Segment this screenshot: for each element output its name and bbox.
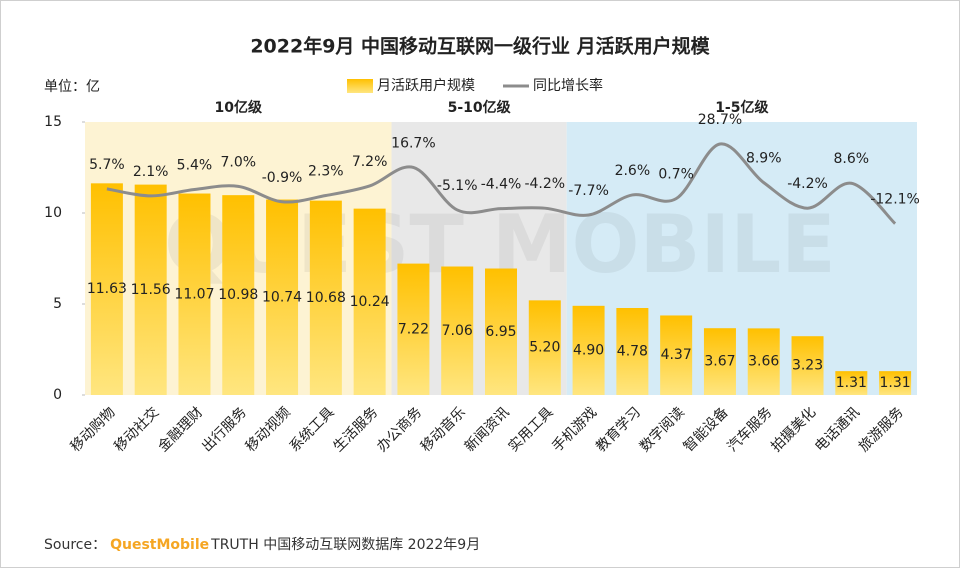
growth-line [106, 142, 897, 225]
y-tick-label: 10 [44, 205, 62, 221]
bar-value-label: 10.24 [350, 294, 390, 310]
bar [485, 268, 517, 395]
bar [791, 336, 824, 395]
bar [879, 371, 912, 395]
line-value-label: 5.4% [177, 157, 213, 173]
bar-value-label: 3.67 [704, 354, 735, 370]
bar [397, 263, 430, 395]
bar [660, 315, 693, 395]
bar-value-label: 3.66 [748, 354, 779, 370]
bar-value-label: 4.37 [661, 347, 692, 363]
bar-value-label: 10.74 [262, 289, 302, 305]
band-label: 5-10亿级 [448, 99, 512, 116]
y-tick-label: 5 [53, 296, 62, 312]
line-value-label: 8.6% [834, 151, 870, 167]
bar-value-label: 4.90 [573, 342, 604, 358]
bar-value-label: 7.06 [442, 323, 473, 339]
line-value-label: 2.6% [615, 163, 651, 179]
bar-value-label: 11.63 [87, 281, 127, 297]
line-value-label: 0.7% [658, 167, 694, 183]
line-value-label: -5.1% [437, 178, 478, 194]
bar-value-label: 10.98 [218, 287, 258, 303]
bar-value-label: 3.23 [792, 358, 823, 374]
bar [572, 305, 605, 395]
band-label: 10亿级 [215, 99, 263, 116]
y-tick-label: 0 [53, 387, 62, 403]
bar [90, 183, 123, 395]
line-value-label: 28.7% [698, 112, 742, 128]
bar-value-label: 7.22 [398, 321, 429, 337]
line-value-label: -0.9% [262, 170, 303, 186]
chart-title: 2022年9月 中国移动互联网一级行业 月活跃用户规模 [250, 35, 710, 58]
bar [616, 308, 649, 395]
source-prefix: Source： [44, 537, 106, 553]
line-value-label: -4.2% [787, 176, 828, 192]
bar [747, 328, 780, 395]
bar-value-label: 1.31 [836, 375, 867, 391]
source-brand: QuestMobile [110, 537, 209, 553]
line-value-label: 16.7% [391, 135, 435, 151]
line-value-label: -12.1% [870, 192, 920, 208]
bar [528, 300, 561, 395]
line-value-label: 5.7% [89, 157, 125, 173]
bar [703, 328, 736, 395]
legend-label: 月活跃用户规模 [377, 77, 475, 94]
unit-label: 单位：亿 [44, 79, 100, 95]
bar [134, 184, 167, 395]
y-tick-label: 15 [44, 114, 62, 130]
bar [309, 200, 342, 395]
line-value-label: -7.7% [568, 183, 609, 199]
bar-value-label: 4.78 [617, 344, 648, 360]
legend-label: 同比增长率 [533, 77, 603, 94]
bar [266, 199, 299, 395]
bar [835, 371, 868, 395]
bar-value-label: 1.31 [880, 375, 911, 391]
bar [441, 266, 474, 395]
line-value-label: 8.9% [746, 151, 782, 167]
bar [178, 193, 211, 395]
legend-swatch [347, 79, 373, 93]
bar [353, 208, 386, 395]
bar-value-label: 11.07 [174, 286, 214, 302]
source: Source： QuestMobile TRUTH 中国移动互联网数据库 2022年… [44, 537, 480, 553]
line-value-label: 7.2% [352, 154, 388, 170]
line-value-label: -4.4% [481, 177, 522, 193]
line-value-label: 2.3% [308, 164, 344, 180]
line-value-label: 2.1% [133, 164, 169, 180]
band-label: 1-5亿级 [715, 99, 769, 116]
bar-value-label: 6.95 [485, 324, 516, 340]
bar-value-label: 5.20 [529, 340, 560, 356]
bar [222, 195, 255, 395]
line-value-label: -4.2% [524, 176, 565, 192]
bar-value-label: 11.56 [131, 282, 171, 298]
source-text: TRUTH 中国移动互联网数据库 2022年9月 [210, 537, 480, 553]
bar-value-label: 10.68 [306, 290, 346, 306]
line-value-label: 7.0% [220, 154, 256, 170]
